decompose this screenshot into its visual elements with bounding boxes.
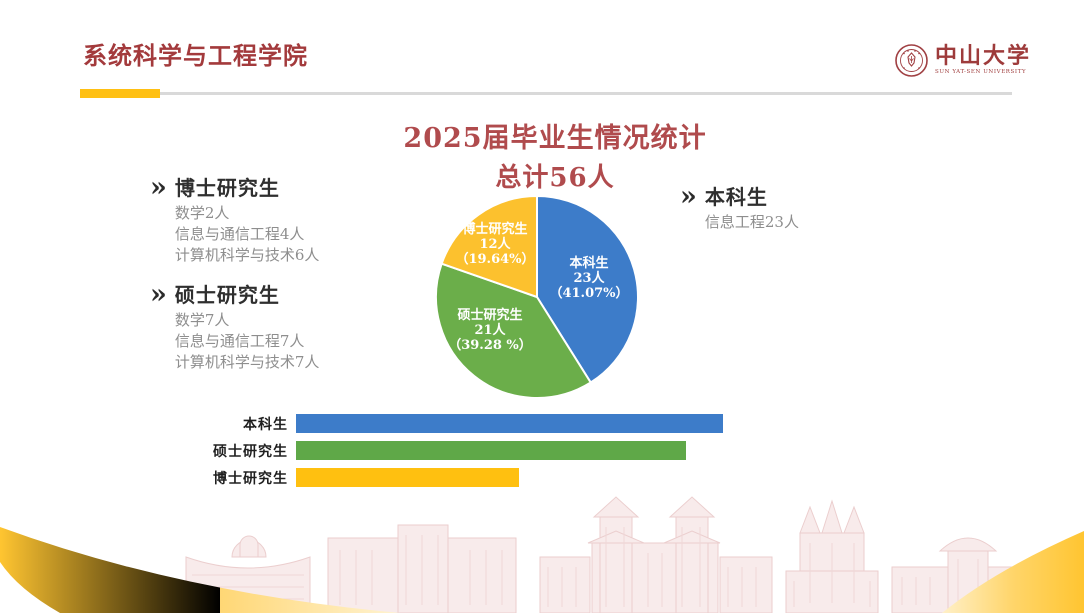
bar-label: 硕士研究生 xyxy=(213,443,288,460)
bar-label: 本科生 xyxy=(243,416,288,433)
phd-detail: 信息与通信工程4人 xyxy=(174,225,305,243)
bar-phd xyxy=(296,468,519,487)
chart-title: 2025届毕业生情况统计 xyxy=(403,123,707,154)
bar-undergrad xyxy=(296,414,723,433)
accent-underline xyxy=(80,89,160,98)
bar-master xyxy=(296,441,686,460)
university-name-en: SUN YAT-SEN UNIVERSITY xyxy=(935,69,1027,75)
bar-row-master: 硕士研究生 xyxy=(180,441,723,460)
page-title: 系统科学与工程学院 xyxy=(83,41,308,70)
header-divider xyxy=(160,92,1012,95)
phd-label: 博士研究生 xyxy=(174,176,280,200)
master-info-block: » 硕士研究生 数学7人 信息与通信工程7人 计算机科学与技术7人 xyxy=(150,279,320,373)
undergrad-info-block: » 本科生 信息工程23人 xyxy=(680,181,799,233)
master-detail: 信息与通信工程7人 xyxy=(174,332,305,350)
university-name-cn: 中山大学 xyxy=(935,43,1032,69)
undergrad-detail: 信息工程23人 xyxy=(704,213,799,231)
pie-chart xyxy=(435,195,639,399)
campus-buildings-watermark xyxy=(185,496,1043,613)
bar-label: 博士研究生 xyxy=(213,470,288,487)
university-seal-icon xyxy=(895,44,928,77)
undergrad-label: 本科生 xyxy=(704,185,768,209)
pie-slice-label-undergrad: 本科生 23人 （41.07%） xyxy=(549,256,629,301)
double-chevron-icon: » xyxy=(150,172,167,203)
master-label: 硕士研究生 xyxy=(174,283,280,307)
bar-row-undergrad: 本科生 xyxy=(180,414,723,433)
pie-slice-label-phd: 博士研究生 12人 （19.64%） xyxy=(455,222,535,267)
university-logo: 中山大学 SUN YAT-SEN UNIVERSITY xyxy=(895,44,1031,77)
double-chevron-icon: » xyxy=(680,181,697,212)
master-detail: 数学7人 xyxy=(174,311,230,329)
chart-title-block: 2025届毕业生情况统计 总计56人 xyxy=(280,116,830,194)
phd-detail: 数学2人 xyxy=(174,204,230,222)
bar-row-phd: 博士研究生 xyxy=(180,468,723,487)
phd-info-block: » 博士研究生 数学2人 信息与通信工程4人 计算机科学与技术6人 xyxy=(150,172,320,266)
pie-slice-label-master: 硕士研究生 21人 （39.28 %） xyxy=(448,308,532,353)
phd-detail: 计算机科学与技术6人 xyxy=(174,246,320,264)
double-chevron-icon: » xyxy=(150,279,167,310)
master-detail: 计算机科学与技术7人 xyxy=(174,353,320,371)
chart-subtitle: 总计56人 xyxy=(495,163,615,193)
